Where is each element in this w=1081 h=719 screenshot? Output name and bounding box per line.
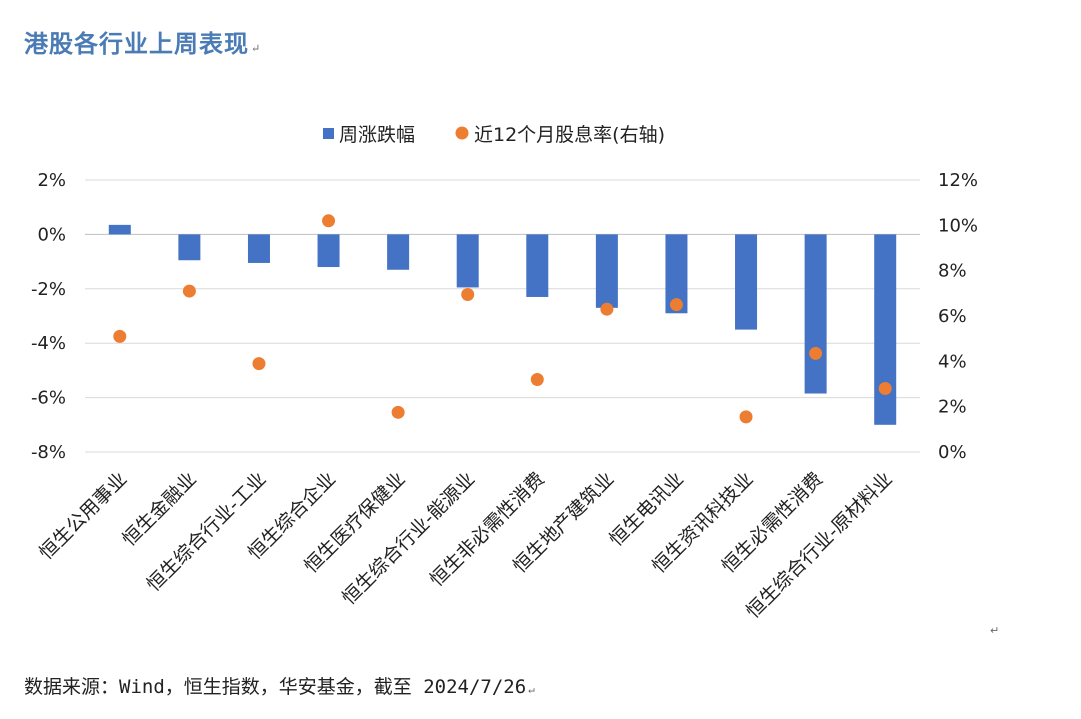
- bar: [247, 234, 270, 263]
- right-tick-label: 0%: [938, 442, 967, 463]
- right-tick-label: 6%: [938, 306, 967, 327]
- scatter-point: [322, 214, 336, 228]
- bar: [387, 234, 410, 270]
- legend-dot-label: 近12个月股息率(右轴): [474, 124, 665, 146]
- bar: [804, 234, 827, 394]
- right-tick-label: 4%: [938, 351, 967, 372]
- right-axis: 0% 2% 4% 6% 8% 10% 12%: [938, 170, 978, 463]
- category-label: 恒生综合行业-工业: [143, 468, 271, 596]
- source-text: 数据来源：Wind，恒生指数，华安基金，截至 2024/7/26: [24, 676, 527, 698]
- bar-series: [108, 224, 897, 425]
- left-tick-label: -8%: [31, 442, 66, 463]
- bar: [317, 234, 340, 268]
- source-note: 数据来源：Wind，恒生指数，华安基金，截至 2024/7/26 ↵: [24, 672, 535, 699]
- left-tick-label: 0%: [37, 224, 66, 245]
- paragraph-mark-icon: ↵: [528, 683, 535, 696]
- scatter-point: [252, 357, 266, 371]
- bar: [735, 234, 758, 330]
- right-tick-label: 8%: [938, 261, 967, 282]
- right-tick-label: 12%: [938, 170, 978, 191]
- bar: [665, 234, 688, 314]
- category-label: 恒生公用事业: [35, 468, 131, 564]
- bar: [456, 234, 479, 288]
- legend-dot-swatch: [455, 126, 469, 140]
- right-tick-label: 2%: [938, 397, 967, 418]
- left-axis: -8% -6% -4% -2% 0% 2%: [31, 170, 66, 463]
- paragraph-mark-icon: ↵: [990, 624, 1000, 637]
- gridlines: [85, 179, 920, 453]
- legend-bar-label: 周涨跌幅: [339, 124, 415, 146]
- scatter-point: [809, 346, 823, 360]
- legend: 周涨跌幅 近12个月股息率(右轴): [323, 124, 665, 146]
- page-title: 港股各行业上周表现 ↵: [24, 24, 261, 59]
- paragraph-mark-icon: ↵: [251, 42, 262, 55]
- scatter-point: [461, 287, 475, 301]
- page-title-text: 港股各行业上周表现: [24, 29, 249, 58]
- scatter-point: [113, 329, 127, 343]
- left-tick-label: -6%: [31, 388, 66, 409]
- scatter-series: [113, 214, 892, 424]
- category-axis: 恒生公用事业恒生金融业恒生综合行业-工业恒生综合企业恒生医疗保健业恒生综合行业-…: [35, 468, 897, 623]
- bar: [595, 234, 618, 308]
- bar: [108, 224, 131, 235]
- bar: [178, 234, 201, 261]
- scatter-point: [669, 298, 683, 312]
- left-tick-label: -2%: [31, 279, 66, 300]
- scatter-point: [600, 302, 614, 316]
- legend-bar-swatch: [323, 128, 334, 139]
- category-label: 恒生综合行业-能源业: [338, 468, 479, 609]
- right-tick-label: 10%: [938, 215, 978, 236]
- scatter-point: [878, 382, 892, 396]
- bar: [874, 234, 897, 425]
- left-tick-label: -4%: [31, 333, 66, 354]
- scatter-point: [739, 410, 753, 424]
- scatter-point: [391, 405, 405, 419]
- scatter-point: [530, 372, 544, 386]
- bar: [526, 234, 549, 297]
- left-tick-label: 2%: [37, 170, 66, 191]
- scatter-point: [182, 284, 196, 298]
